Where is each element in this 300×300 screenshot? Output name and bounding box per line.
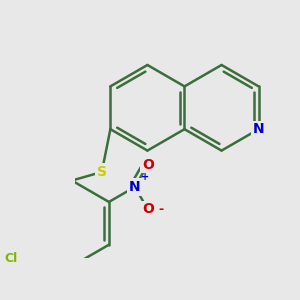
Text: Cl: Cl (4, 252, 18, 265)
Text: +: + (141, 172, 149, 182)
Text: O: O (142, 202, 154, 216)
Text: N: N (253, 122, 264, 136)
Text: -: - (158, 203, 163, 216)
Text: S: S (97, 165, 107, 179)
Text: O: O (142, 158, 154, 172)
Text: N: N (129, 180, 141, 194)
